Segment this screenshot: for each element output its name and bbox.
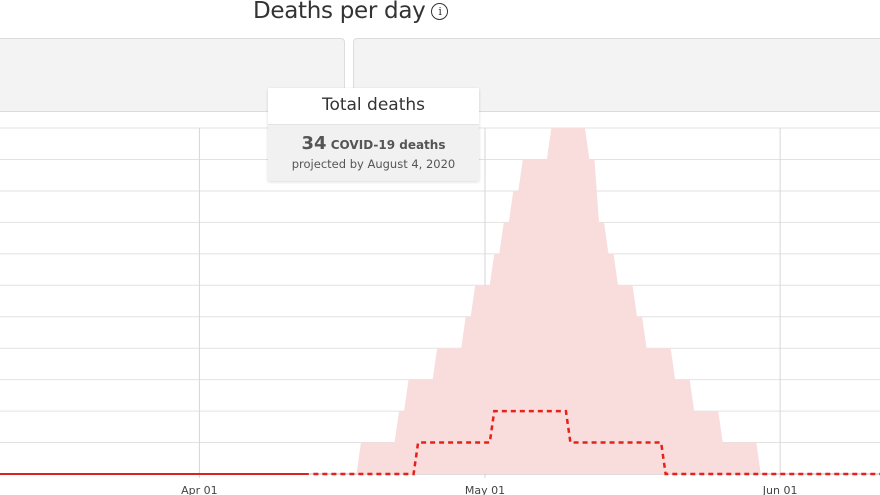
x-tick-label: Apr 01 <box>181 484 218 495</box>
tooltip-body: 34 COVID-19 deaths projected by August 4… <box>268 125 479 181</box>
x-tick-label: Jun 01 <box>762 484 798 495</box>
tooltip-count-label: COVID-19 deaths <box>330 138 446 152</box>
tooltip-title: Total deaths <box>268 88 479 125</box>
info-circle-icon[interactable]: i <box>431 3 449 20</box>
projected-deaths-line <box>313 409 880 476</box>
total-deaths-tooltip: Total deaths 34 COVID-19 deaths projecte… <box>268 88 479 181</box>
x-tick-label: May 01 <box>465 484 505 495</box>
tooltip-subtitle: projected by August 4, 2020 <box>291 157 456 171</box>
chart-title-text: Deaths per day <box>253 0 426 24</box>
tooltip-count: 34 <box>301 133 327 154</box>
uncertainty-band-area <box>351 128 766 475</box>
chart-title: Deaths per day i <box>253 0 449 24</box>
